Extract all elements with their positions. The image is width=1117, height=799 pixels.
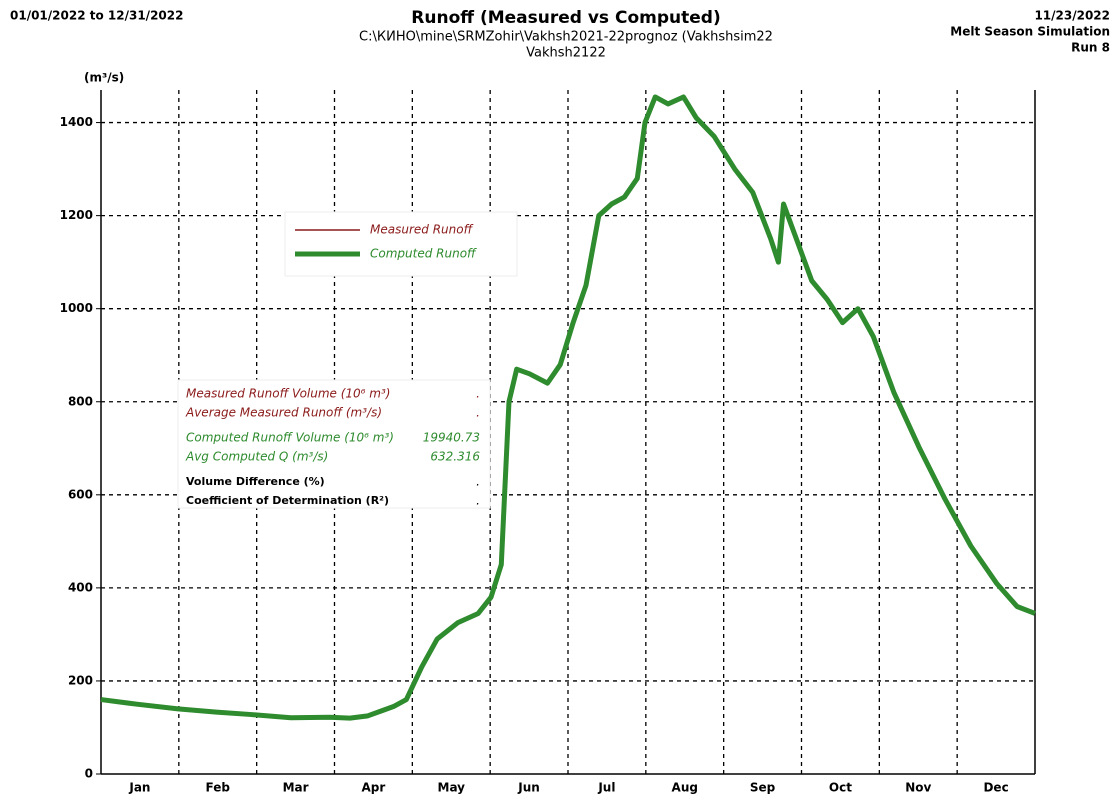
y-tick-label: 0 [85,767,93,781]
stat-value: . [476,387,480,401]
x-tick-label: Nov [905,781,931,795]
y-tick-label: 600 [68,487,93,501]
x-tick-label: May [438,781,466,795]
x-tick-label: Feb [206,781,231,795]
y-tick-label: 800 [68,394,93,408]
x-tick-label: Apr [362,781,386,795]
x-tick-label: Jun [517,781,540,795]
stat-value: . [476,494,480,508]
y-tick-label: 1400 [60,115,93,129]
x-tick-label: Dec [983,781,1008,795]
date-range: 01/01/2022 to 12/31/2022 [10,9,183,23]
x-tick-label: Mar [283,781,309,795]
stat-value: . [476,406,480,420]
subtitle: C:\КИНО\mine\SRMZohir\Vakhsh2021-22progn… [359,30,773,45]
data-line [100,94,1036,721]
subtitle: Vakhsh2122 [526,46,606,61]
y-tick-label: 200 [68,673,93,687]
stat-label: Computed Runoff Volume (10⁶ m³) [186,431,394,445]
x-tick-label: Oct [829,781,852,795]
y-tick-label: 1200 [60,208,93,222]
y-tick-label: 1000 [60,301,93,315]
stat-label: Measured Runoff Volume (10⁶ m³) [186,387,391,401]
y-tick-label: 400 [68,580,93,594]
stat-value: 19940.73 [423,431,480,445]
stats-box [177,379,491,509]
legend-label: Measured Runoff [370,223,474,237]
legend-label: Computed Runoff [370,247,477,261]
run-date: 11/23/2022 [1034,9,1110,23]
stat-value: 632.316 [430,450,480,464]
run: Run 8 [1071,41,1110,55]
stat-label: Avg Computed Q (m³/s) [185,450,328,464]
stat-value: . [476,475,480,489]
x-tick-label: Jul [597,781,615,795]
stat-label: Average Measured Runoff (m³/s) [185,406,382,420]
stat-label: Coefficient of Determination (R²) [186,494,389,507]
y-axis-label: (m³/s) [84,71,124,85]
x-tick-label: Jan [128,781,150,795]
chart-title: Runoff (Measured vs Computed) [411,8,720,28]
x-tick-label: Aug [672,781,698,795]
legend-box [284,211,518,277]
simulation: Melt Season Simulation [950,25,1110,39]
stat-label: Volume Difference (%) [186,475,325,488]
x-tick-label: Sep [750,781,776,795]
